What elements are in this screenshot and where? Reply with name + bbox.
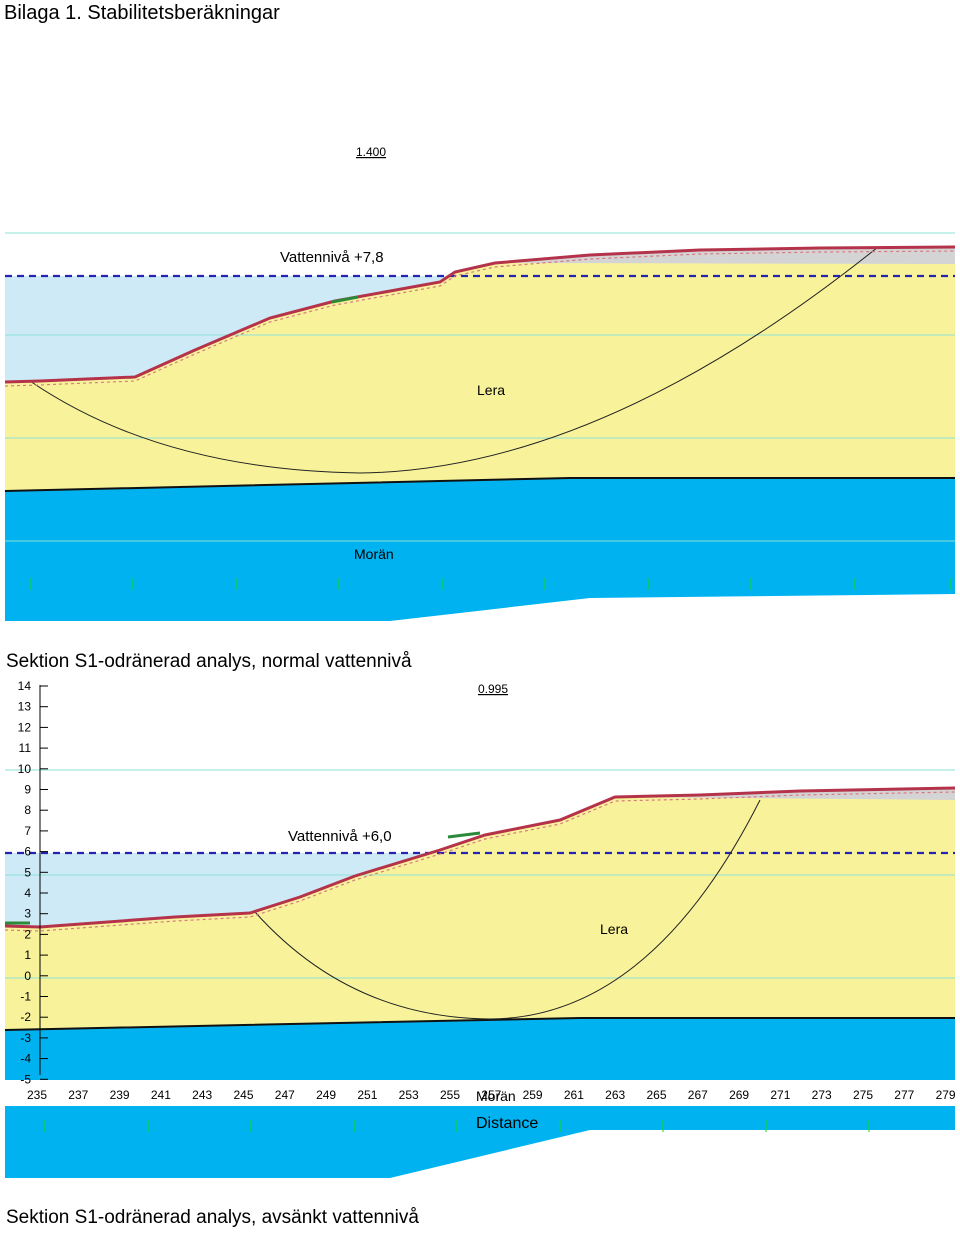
- y-tick-label: 13: [18, 700, 32, 714]
- y-tick-label: 12: [18, 720, 32, 734]
- x-tick-label: 255: [440, 1088, 460, 1102]
- y-tick-label: 2: [24, 927, 31, 941]
- x-tick-label: 247: [275, 1088, 295, 1102]
- till-label: Morän: [476, 1088, 516, 1104]
- vegetation-mark: [447, 831, 481, 839]
- x-tick-label: 259: [523, 1088, 543, 1102]
- till-boundary: [4, 477, 955, 492]
- y-tick-label: 10: [18, 762, 32, 776]
- x-tick-label: 251: [357, 1088, 377, 1102]
- y-tick-label: 3: [24, 907, 31, 921]
- clay-layer: [5, 797, 955, 1030]
- ground-surface-hatch: [4, 791, 956, 932]
- till-layer: [5, 478, 955, 621]
- y-tick-label: -1: [20, 990, 31, 1004]
- x-tick-label: 269: [729, 1088, 749, 1102]
- x-tick-label: 273: [812, 1088, 832, 1102]
- water-level-label: Vattennivå +6,0: [288, 828, 392, 845]
- caption-lowered: Sektion S1-odränerad analys, avsänkt vat…: [6, 1207, 419, 1228]
- ground-surface: [4, 786, 956, 929]
- station-markers: [29, 578, 951, 590]
- slip-surface: [254, 799, 761, 1020]
- y-tick-label: -4: [20, 1052, 31, 1066]
- water-area: [5, 276, 455, 382]
- x-tick-label: 265: [646, 1088, 666, 1102]
- y-tick-label: -3: [20, 1031, 31, 1045]
- till-boundary: [4, 1017, 955, 1031]
- y-tick-label: 5: [24, 865, 31, 879]
- y-tick-label: 7: [24, 824, 31, 838]
- water-level-label: Vattennivå +7,8: [280, 249, 384, 266]
- x-axis-ticks: 235 237 239 241 243 245 247 249 251 253 255 257 259 2…: [27, 1088, 956, 1102]
- x-tick-label: 239: [110, 1088, 130, 1102]
- till-label: Morän: [354, 546, 394, 562]
- ground-surface-hatch: [4, 250, 956, 387]
- x-tick-label: 275: [853, 1088, 873, 1102]
- x-tick-label: 241: [151, 1088, 171, 1102]
- vegetation-mark: [331, 295, 359, 304]
- x-tick-label: 257: [481, 1088, 501, 1102]
- page-title: Bilaga 1. Stabilitetsberäkningar: [4, 2, 280, 24]
- x-tick-label: 237: [68, 1088, 88, 1102]
- factor-of-safety: 0.995: [478, 682, 508, 696]
- x-tick-label: 263: [605, 1088, 625, 1102]
- x-tick-label: 279: [936, 1088, 956, 1102]
- y-tick-label: 4: [24, 886, 31, 900]
- stability-section-lowered: 14 13 12 11 10 9 8 7 6 5 4 3 2 1 0 -1 -2 -3 -4 -5 235 237 239…: [0, 675, 960, 1180]
- stability-section-normal: 1.400 Vattennivå +7,8 Lera Morän: [0, 130, 960, 625]
- x-tick-label: 253: [399, 1088, 419, 1102]
- y-tick-label: 6: [24, 845, 31, 859]
- ground-surface: [4, 245, 956, 384]
- grid-lines: [5, 769, 955, 979]
- x-tick-label: 271: [770, 1088, 790, 1102]
- y-tick-label: -5: [20, 1072, 31, 1086]
- station-markers: [44, 1120, 870, 1132]
- y-tick-label: -2: [20, 1010, 31, 1024]
- x-tick-label: 277: [894, 1088, 914, 1102]
- water-area: [5, 850, 448, 927]
- x-axis-label: Distance: [476, 1115, 538, 1132]
- y-tick-label: 1: [24, 948, 31, 962]
- clay-label: Lera: [477, 382, 505, 398]
- y-tick-label: 9: [24, 783, 31, 797]
- clay-label: Lera: [600, 921, 628, 937]
- clay-layer: [5, 263, 955, 491]
- x-tick-label: 261: [564, 1088, 584, 1102]
- x-tick-label: 249: [316, 1088, 336, 1102]
- section-diagram-normal: 1.400 Vattennivå +7,8 Lera Morän: [4, 145, 956, 621]
- x-axis-band: [5, 1080, 955, 1106]
- grid-lines: [5, 232, 955, 542]
- y-tick-label: 14: [18, 679, 32, 693]
- y-tick-label: 11: [19, 741, 32, 755]
- y-tick-label: 8: [24, 803, 31, 817]
- factor-of-safety: 1.400: [356, 145, 386, 159]
- y-tick-label: 0: [24, 969, 31, 983]
- slip-surface: [29, 246, 879, 474]
- x-tick-label: 267: [688, 1088, 708, 1102]
- x-tick-label: 243: [192, 1088, 212, 1102]
- fill-layer: [495, 247, 955, 264]
- x-tick-label: 235: [27, 1088, 47, 1102]
- x-tick-label: 245: [233, 1088, 253, 1102]
- caption-normal: Sektion S1-odränerad analys, normal vatt…: [6, 651, 412, 672]
